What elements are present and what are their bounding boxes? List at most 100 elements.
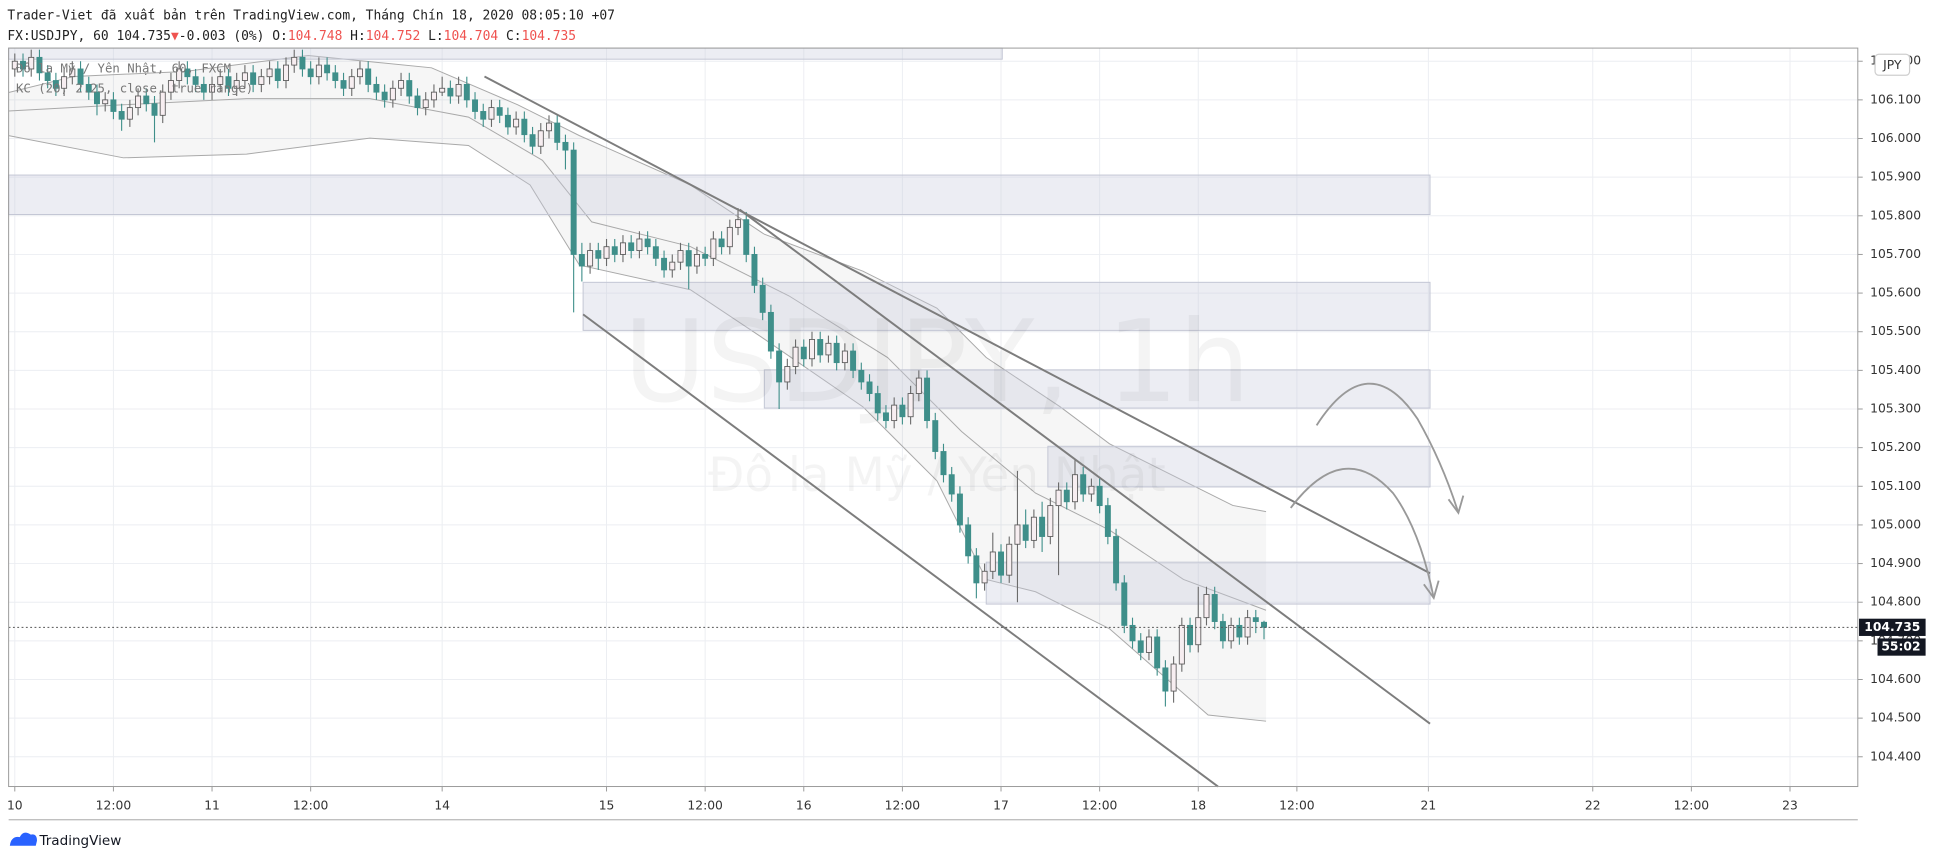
- price-tag: 104.735: [1864, 620, 1920, 634]
- candle-body: [340, 80, 347, 89]
- y-tick-label: 104.800: [1870, 595, 1921, 609]
- candle-body: [373, 83, 380, 93]
- candle-body: [398, 80, 405, 89]
- candle-body: [743, 219, 750, 255]
- indicator-series: Đô la Mỹ / Yên Nhật, 60, FXCM: [16, 62, 231, 76]
- x-tick-label: 23: [1782, 799, 1798, 813]
- candle-body: [603, 246, 610, 259]
- candle-body: [702, 254, 709, 259]
- candle-body: [258, 76, 265, 85]
- trend-line: [484, 75, 1431, 575]
- x-tick-label: 15: [599, 799, 615, 813]
- countdown-box: [1877, 638, 1926, 656]
- x-tick-label: 10: [7, 799, 23, 813]
- y-tick-label: 105.400: [1870, 363, 1921, 377]
- candle-body: [965, 524, 972, 557]
- candle-body: [118, 111, 125, 120]
- candle-body: [595, 250, 602, 259]
- candle-body: [1096, 485, 1103, 507]
- plot-border: [8, 47, 1859, 788]
- candle-body: [619, 242, 626, 255]
- candle-body: [1121, 582, 1128, 626]
- x-tick-label: 12:00: [1674, 799, 1710, 813]
- candle-body: [948, 474, 955, 495]
- candle-body: [1187, 624, 1194, 646]
- candle-body: [299, 56, 306, 70]
- axes: 104.400104.500104.600104.700104.800104.9…: [7, 54, 1926, 813]
- candle-body: [529, 134, 536, 147]
- candle-body: [907, 393, 914, 418]
- candle-body: [800, 346, 807, 360]
- candle-body: [447, 87, 454, 97]
- candle-body: [496, 107, 503, 116]
- y-tick-label: 104.600: [1870, 672, 1921, 686]
- candle-body: [940, 451, 947, 476]
- projection-arrow: [1289, 467, 1435, 599]
- currency-button[interactable]: [1874, 53, 1911, 76]
- candle-body: [759, 284, 766, 313]
- y-tick-label: 105.800: [1870, 208, 1921, 222]
- symbol: FX:USDJPY, 60: [7, 28, 108, 43]
- candle-body: [554, 122, 561, 143]
- candle-body: [184, 68, 191, 78]
- candle-body: [1047, 505, 1054, 537]
- candle-body: [1203, 594, 1210, 619]
- candle-body: [981, 570, 988, 584]
- candle-body: [291, 56, 298, 66]
- candle-body: [225, 76, 232, 89]
- candle-body: [233, 80, 240, 89]
- candle-body: [406, 80, 413, 97]
- candle-body: [784, 366, 791, 383]
- candle-body: [956, 493, 963, 526]
- y-tick-label: 105.300: [1870, 402, 1921, 416]
- candle-body: [1137, 640, 1144, 653]
- candle-body: [1195, 617, 1202, 646]
- candle-body: [315, 64, 322, 78]
- candle-body: [1072, 474, 1078, 503]
- candle-body: [1236, 624, 1243, 638]
- candle-body: [792, 346, 799, 367]
- candle-body: [167, 80, 174, 93]
- candle-body: [1104, 505, 1111, 537]
- frame: [8, 47, 1859, 821]
- candle-body: [628, 242, 635, 252]
- x-tick-label: 22: [1585, 799, 1601, 813]
- candle-body: [1063, 489, 1070, 503]
- candle-body: [611, 246, 618, 255]
- zone: [1047, 445, 1431, 488]
- candle-body: [52, 80, 59, 89]
- candle-body: [480, 111, 487, 120]
- candle-body: [1219, 621, 1226, 642]
- candle-body: [1039, 516, 1046, 537]
- zone: [8, 47, 1003, 60]
- y-tick-label: 104.900: [1870, 556, 1921, 570]
- candle-body: [767, 311, 774, 352]
- candle-body: [28, 56, 35, 70]
- currency-label[interactable]: JPY: [1882, 58, 1902, 72]
- logo-text[interactable]: TradingView: [38, 833, 121, 849]
- candle-body: [110, 99, 117, 112]
- candle-body: [652, 246, 659, 259]
- candle-body: [1006, 543, 1013, 576]
- x-tick-label: 12:00: [1279, 799, 1315, 813]
- candle-body: [274, 68, 281, 81]
- candle-body: [1055, 489, 1062, 507]
- candle-body: [283, 64, 289, 81]
- candle-body: [472, 99, 479, 112]
- x-tick-label: 18: [1190, 799, 1206, 813]
- candle-body: [1080, 474, 1087, 495]
- logo-icon[interactable]: [9, 832, 37, 846]
- candle-body: [1129, 624, 1136, 642]
- candle-body: [488, 107, 495, 120]
- arrow-head: [1423, 580, 1440, 600]
- arrow-head: [1447, 495, 1465, 515]
- candle-body: [365, 68, 372, 85]
- candle-body: [833, 342, 840, 364]
- candle-body: [307, 68, 314, 78]
- candle-body: [932, 420, 939, 452]
- zones: [8, 47, 1431, 605]
- y-tick-label: 105.000: [1870, 517, 1921, 531]
- candle-body: [504, 114, 511, 128]
- trend-line: [739, 208, 1431, 725]
- candle-body: [973, 555, 980, 584]
